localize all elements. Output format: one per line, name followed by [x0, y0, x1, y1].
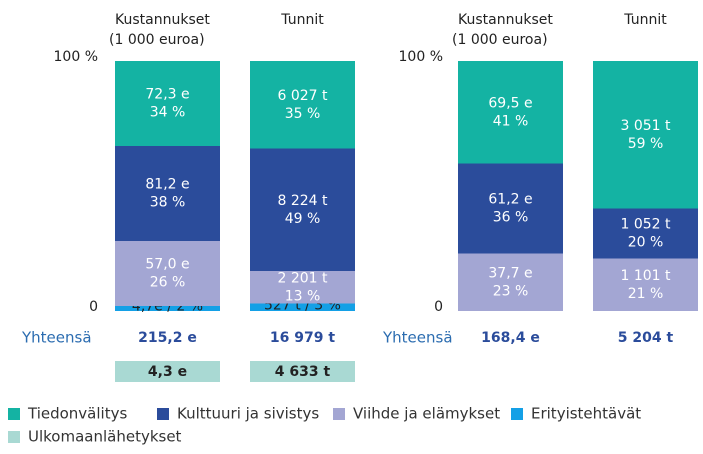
extra-box: [250, 361, 355, 382]
legend-label: Erityistehtävät: [531, 405, 641, 423]
segment-amount: 37,7 e: [488, 265, 532, 281]
category-label: Kustannukset: [458, 12, 553, 28]
segment-percent: 13 %: [285, 288, 321, 304]
segment-percent: 35 %: [285, 106, 321, 122]
segment-amount: 72,3 e: [145, 87, 189, 103]
total-label: 215,2 e: [138, 330, 197, 346]
segment-percent: 26 %: [150, 275, 186, 291]
segment-amount: 57,0 e: [145, 257, 189, 273]
legend-label: Viihde ja elämykset: [353, 405, 500, 423]
segment-amount: 8 224 t: [277, 193, 328, 209]
category-label: Tunnit: [623, 12, 667, 28]
y-tick-label: 0: [89, 299, 98, 315]
segment-percent: 21 %: [628, 286, 664, 302]
segment-amount: 61,2 e: [488, 192, 532, 208]
segment-amount: 1 101 t: [620, 268, 671, 284]
bar-segment: [250, 271, 355, 304]
legend-label: Ulkomaanlähetykset: [28, 428, 182, 446]
bar-segment: [115, 241, 220, 306]
y-tick-label: 0: [434, 299, 443, 315]
extra-label: 4 633 t: [275, 364, 331, 380]
total-label: 168,4 e: [481, 330, 540, 346]
bar-segment: [593, 61, 698, 209]
category-note: (1 000 euroa): [452, 32, 548, 48]
segment-amount: 1 052 t: [620, 217, 671, 233]
legend-label: Kulttuuri ja sivistys: [177, 405, 319, 423]
extra-box: [115, 361, 220, 382]
bar-segment: [250, 148, 355, 271]
category-label: Tunnit: [280, 12, 324, 28]
segment-amount: 81,2 e: [145, 177, 189, 193]
bar-segment: [115, 306, 220, 311]
bar-segment: [458, 61, 563, 164]
category-note: (1 000 euroa): [109, 32, 205, 48]
segment-percent: 36 %: [493, 210, 529, 226]
bar-segment: [115, 61, 220, 146]
total-label: 5 204 t: [618, 330, 674, 346]
bar-segment: [458, 253, 563, 311]
segment-percent: 49 %: [285, 211, 321, 227]
legend-swatch: [8, 431, 20, 443]
total-label: 16 979 t: [270, 330, 335, 346]
legend-swatch: [8, 408, 20, 420]
total-title: Yhteensä: [382, 329, 453, 347]
bar-segment: [250, 303, 355, 311]
segment-amount: 69,5 e: [488, 95, 532, 111]
segment-amount: 3 051 t: [620, 118, 671, 134]
y-tick-label: 100 %: [399, 49, 443, 65]
segment-amount: 2 201 t: [277, 270, 328, 286]
segment-percent: 38 %: [150, 195, 186, 211]
bar-segment: [593, 208, 698, 259]
segment-percent: 23 %: [493, 283, 529, 299]
segment-percent: 34 %: [150, 105, 186, 121]
legend-swatch: [333, 408, 345, 420]
legend-swatch: [157, 408, 169, 420]
segment-percent: 59 %: [628, 136, 664, 152]
bar-segment: [250, 61, 355, 149]
bar-segment: [115, 146, 220, 241]
y-tick-label: 100 %: [54, 49, 98, 65]
segment-amount: 6 027 t: [277, 88, 328, 104]
segment-percent: 41 %: [493, 113, 529, 129]
segment-percent: 20 %: [628, 235, 664, 251]
extra-label: 4,3 e: [148, 364, 187, 380]
legend-swatch: [511, 408, 523, 420]
bar-segment: [593, 258, 698, 311]
legend-label: Tiedonvälitys: [27, 405, 127, 423]
bar-segment: [458, 163, 563, 254]
category-label: Kustannukset: [115, 12, 210, 28]
total-title: Yhteensä: [21, 329, 92, 347]
